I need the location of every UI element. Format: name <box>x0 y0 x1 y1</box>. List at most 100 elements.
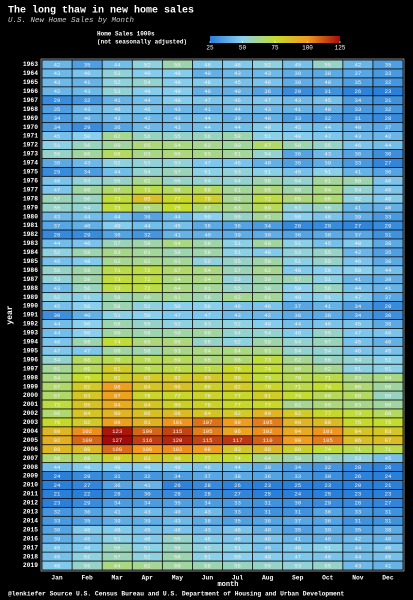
heatmap-cell <box>373 471 403 481</box>
heatmap-cell <box>162 114 193 123</box>
cell-label: 31 <box>324 88 331 95</box>
heatmap-cell <box>313 418 343 427</box>
cell-label: 31 <box>385 518 392 525</box>
heatmap-cell <box>343 319 373 329</box>
cell-label: 83 <box>385 428 392 435</box>
cell-label: 57 <box>114 553 121 560</box>
cell-label: 63 <box>174 348 181 355</box>
cell-label: 45 <box>294 124 301 131</box>
y-tick-label: 2017 <box>23 544 38 551</box>
cell-label: 58 <box>204 562 211 569</box>
heatmap-cell <box>373 131 403 141</box>
heatmap-cell <box>222 212 253 221</box>
heatmap-cell <box>162 427 193 436</box>
cell-label: 49 <box>174 88 181 95</box>
cell-label: 32 <box>144 473 151 480</box>
heatmap-cell <box>42 293 72 302</box>
cell-label: 45 <box>385 455 392 462</box>
heatmap-cell <box>313 382 343 391</box>
cell-label: 51 <box>264 169 271 176</box>
heatmap-cell <box>102 123 132 132</box>
heatmap-cell <box>343 561 373 570</box>
heatmap-cell <box>72 149 102 159</box>
cell-label: 71 <box>204 365 211 372</box>
heatmap-cell <box>373 221 403 230</box>
cell-label: 40 <box>385 339 392 346</box>
cell-label: 29 <box>84 500 91 507</box>
cell-label: 56 <box>144 133 151 140</box>
cell-label: 50 <box>84 321 91 328</box>
cell-label: 56 <box>84 142 91 149</box>
cell-label: 52 <box>54 249 61 256</box>
cell-label: 55 <box>234 285 241 292</box>
heatmap-cell <box>132 78 162 87</box>
cell-label: 45 <box>385 348 392 355</box>
heatmap-cell <box>192 463 223 472</box>
heatmap-cell <box>132 69 162 78</box>
heatmap-cell <box>252 561 283 570</box>
cell-label: 51 <box>234 544 241 551</box>
cell-label: 71 <box>174 365 181 372</box>
y-tick-label: 1974 <box>23 160 38 167</box>
cell-label: 88 <box>264 446 271 453</box>
cell-label: 41 <box>385 562 392 569</box>
cell-label: 46 <box>385 330 392 337</box>
heatmap-cell <box>343 301 373 311</box>
heatmap-cell <box>343 346 373 355</box>
heatmap-cell <box>373 96 403 105</box>
heatmap-cell <box>42 355 72 364</box>
cell-label: 44 <box>114 61 121 68</box>
heatmap-cell <box>252 123 283 132</box>
cell-label: 39 <box>324 527 331 534</box>
y-tick-label: 1986 <box>23 267 38 274</box>
y-tick-label: 1982 <box>23 231 38 238</box>
cell-label: 45 <box>234 79 241 86</box>
cell-label: 48 <box>264 249 271 256</box>
heatmap-cell <box>102 87 132 96</box>
cell-label: 85 <box>144 195 151 202</box>
cell-label: 38 <box>324 312 331 319</box>
heatmap-cell <box>72 373 102 382</box>
heatmap-cell <box>222 140 253 150</box>
cell-label: 102 <box>82 428 92 435</box>
cell-label: 52 <box>174 321 181 328</box>
heatmap-cell <box>102 176 132 185</box>
cell-label: 30 <box>385 312 392 319</box>
cell-label: 52 <box>234 321 241 328</box>
cell-label: 28 <box>204 491 211 498</box>
cell-label: 21 <box>54 491 61 498</box>
cell-label: 82 <box>234 383 241 390</box>
heatmap-cell <box>192 507 223 516</box>
heatmap-cell <box>222 409 253 418</box>
heatmap-cell <box>72 266 102 275</box>
heatmap-cell <box>373 275 403 284</box>
heatmap-cell <box>192 248 223 257</box>
cell-label: 71 <box>385 446 392 453</box>
cell-label: 98 <box>204 446 211 453</box>
x-tick-label: Jan <box>51 575 63 582</box>
cell-label: 52 <box>84 553 91 560</box>
cell-label: 44 <box>234 464 241 471</box>
heatmap-cell <box>373 391 403 400</box>
cell-label: 75 <box>174 204 181 211</box>
cell-label: 43 <box>204 509 211 516</box>
heatmap-cell <box>343 221 373 230</box>
cell-label: 90 <box>294 419 301 426</box>
cell-label: 56 <box>324 357 331 364</box>
heatmap-cell <box>42 463 72 472</box>
cell-label: 34 <box>54 115 61 122</box>
cell-label: 36 <box>264 88 271 95</box>
cell-label: 51 <box>355 365 362 372</box>
y-tick-label: 2016 <box>23 535 38 542</box>
heatmap-cell <box>283 194 313 203</box>
heatmap-cell <box>283 87 313 96</box>
heatmap-cell <box>343 436 373 445</box>
heatmap-cell <box>132 489 162 499</box>
heatmap-cell <box>192 364 223 373</box>
cell-label: 43 <box>114 115 121 122</box>
cell-label: 57 <box>294 276 301 283</box>
cell-label: 109 <box>142 428 152 435</box>
cell-label: 46 <box>84 70 91 77</box>
cell-label: 75 <box>385 419 392 426</box>
heatmap-cell <box>132 185 162 194</box>
